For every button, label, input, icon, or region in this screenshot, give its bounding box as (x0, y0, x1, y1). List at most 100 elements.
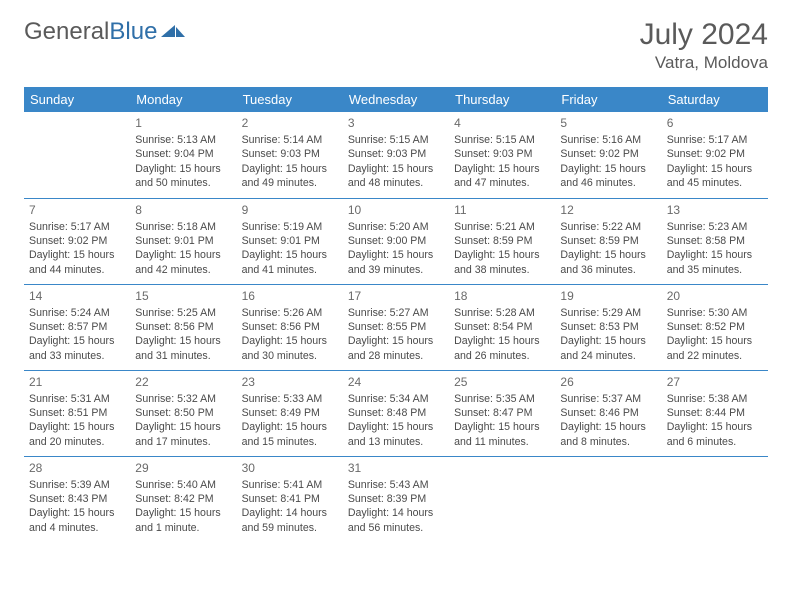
day-info: Sunrise: 5:15 AMSunset: 9:03 PMDaylight:… (348, 133, 444, 190)
weekday-header: Wednesday (343, 87, 449, 112)
day-number: 16 (242, 288, 338, 304)
day-number: 1 (135, 115, 231, 131)
calendar-cell: 26 Sunrise: 5:37 AMSunset: 8:46 PMDayligh… (555, 370, 661, 456)
title-block: July 2024 Vatra, Moldova (640, 18, 768, 73)
day-info: Sunrise: 5:14 AMSunset: 9:03 PMDaylight:… (242, 133, 338, 190)
calendar-cell (24, 112, 130, 198)
calendar-cell: 3 Sunrise: 5:15 AMSunset: 9:03 PMDaylight… (343, 112, 449, 198)
day-number: 13 (667, 202, 763, 218)
day-info: Sunrise: 5:37 AMSunset: 8:46 PMDaylight:… (560, 392, 656, 449)
day-info: Sunrise: 5:23 AMSunset: 8:58 PMDaylight:… (667, 220, 763, 277)
day-info: Sunrise: 5:29 AMSunset: 8:53 PMDaylight:… (560, 306, 656, 363)
day-number: 9 (242, 202, 338, 218)
day-info: Sunrise: 5:43 AMSunset: 8:39 PMDaylight:… (348, 478, 444, 535)
day-info: Sunrise: 5:19 AMSunset: 9:01 PMDaylight:… (242, 220, 338, 277)
calendar-cell: 2 Sunrise: 5:14 AMSunset: 9:03 PMDaylight… (237, 112, 343, 198)
calendar-cell: 27Sunrise: 5:38 AMSunset: 8:44 PMDayligh… (662, 370, 768, 456)
day-info: Sunrise: 5:33 AMSunset: 8:49 PMDaylight:… (242, 392, 338, 449)
day-number: 26 (560, 374, 656, 390)
day-number: 21 (29, 374, 125, 390)
day-number: 30 (242, 460, 338, 476)
calendar-cell: 1 Sunrise: 5:13 AMSunset: 9:04 PMDaylight… (130, 112, 236, 198)
weekday-header-row: SundayMondayTuesdayWednesdayThursdayFrid… (24, 87, 768, 112)
day-number: 7 (29, 202, 125, 218)
day-number: 10 (348, 202, 444, 218)
day-info: Sunrise: 5:17 AMSunset: 9:02 PMDaylight:… (667, 133, 763, 190)
day-number: 23 (242, 374, 338, 390)
day-number: 2 (242, 115, 338, 131)
calendar-week-row: 14 Sunrise: 5:24 AMSunset: 8:57 PMDayligh… (24, 284, 768, 370)
day-info: Sunrise: 5:41 AMSunset: 8:41 PMDaylight:… (242, 478, 338, 535)
calendar-week-row: 28Sunrise: 5:39 AMSunset: 8:43 PMDayligh… (24, 456, 768, 542)
day-number: 5 (560, 115, 656, 131)
header: GeneralBlue July 2024 Vatra, Moldova (24, 18, 768, 73)
calendar-cell: 20Sunrise: 5:30 AMSunset: 8:52 PMDayligh… (662, 284, 768, 370)
day-info: Sunrise: 5:13 AMSunset: 9:04 PMDaylight:… (135, 133, 231, 190)
day-number: 27 (667, 374, 763, 390)
day-number: 18 (454, 288, 550, 304)
brand-logo-icon (161, 18, 187, 46)
calendar-cell: 4Sunrise: 5:15 AMSunset: 9:03 PMDaylight… (449, 112, 555, 198)
calendar-cell: 15 Sunrise: 5:25 AMSunset: 8:56 PMDayligh… (130, 284, 236, 370)
calendar-cell: 19 Sunrise: 5:29 AMSunset: 8:53 PMDayligh… (555, 284, 661, 370)
calendar-cell (662, 456, 768, 542)
weekday-header: Tuesday (237, 87, 343, 112)
brand-part2: Blue (109, 18, 157, 46)
month-title: July 2024 (640, 18, 768, 51)
calendar-cell: 29Sunrise: 5:40 AMSunset: 8:42 PMDayligh… (130, 456, 236, 542)
day-info: Sunrise: 5:25 AMSunset: 8:56 PMDaylight:… (135, 306, 231, 363)
day-info: Sunrise: 5:26 AMSunset: 8:56 PMDaylight:… (242, 306, 338, 363)
day-info: Sunrise: 5:17 AMSunset: 9:02 PMDaylight:… (29, 220, 125, 277)
weekday-header: Sunday (24, 87, 130, 112)
calendar-cell: 21 Sunrise: 5:31 AMSunset: 8:51 PMDayligh… (24, 370, 130, 456)
calendar-week-row: 21 Sunrise: 5:31 AMSunset: 8:51 PMDayligh… (24, 370, 768, 456)
day-number: 19 (560, 288, 656, 304)
day-number: 17 (348, 288, 444, 304)
calendar-cell: 31 Sunrise: 5:43 AMSunset: 8:39 PMDayligh… (343, 456, 449, 542)
calendar-cell: 12 Sunrise: 5:22 AMSunset: 8:59 PMDayligh… (555, 198, 661, 284)
day-number: 3 (348, 115, 444, 131)
day-number: 6 (667, 115, 763, 131)
calendar-cell (555, 456, 661, 542)
calendar-cell: 8Sunrise: 5:18 AMSunset: 9:01 PMDaylight… (130, 198, 236, 284)
day-number: 15 (135, 288, 231, 304)
day-info: Sunrise: 5:28 AMSunset: 8:54 PMDaylight:… (454, 306, 550, 363)
calendar-cell: 17 Sunrise: 5:27 AMSunset: 8:55 PMDayligh… (343, 284, 449, 370)
day-info: Sunrise: 5:32 AMSunset: 8:50 PMDaylight:… (135, 392, 231, 449)
calendar-cell: 25 Sunrise: 5:35 AMSunset: 8:47 PMDayligh… (449, 370, 555, 456)
day-info: Sunrise: 5:30 AMSunset: 8:52 PMDaylight:… (667, 306, 763, 363)
brand-logo: GeneralBlue (24, 18, 187, 46)
calendar-cell: 13 Sunrise: 5:23 AMSunset: 8:58 PMDayligh… (662, 198, 768, 284)
weekday-header: Friday (555, 87, 661, 112)
calendar-body: 1 Sunrise: 5:13 AMSunset: 9:04 PMDaylight… (24, 112, 768, 542)
calendar-cell: 18 Sunrise: 5:28 AMSunset: 8:54 PMDayligh… (449, 284, 555, 370)
calendar-cell: 16 Sunrise: 5:26 AMSunset: 8:56 PMDayligh… (237, 284, 343, 370)
calendar-cell: 10 Sunrise: 5:20 AMSunset: 9:00 PMDayligh… (343, 198, 449, 284)
calendar-cell: 22Sunrise: 5:32 AMSunset: 8:50 PMDayligh… (130, 370, 236, 456)
day-number: 8 (135, 202, 231, 218)
calendar-cell: 9 Sunrise: 5:19 AMSunset: 9:01 PMDaylight… (237, 198, 343, 284)
calendar-cell: 11 Sunrise: 5:21 AMSunset: 8:59 PMDayligh… (449, 198, 555, 284)
day-number: 28 (29, 460, 125, 476)
day-info: Sunrise: 5:27 AMSunset: 8:55 PMDaylight:… (348, 306, 444, 363)
day-number: 12 (560, 202, 656, 218)
calendar-cell: 7 Sunrise: 5:17 AMSunset: 9:02 PMDaylight… (24, 198, 130, 284)
calendar-cell: 6 Sunrise: 5:17 AMSunset: 9:02 PMDaylight… (662, 112, 768, 198)
day-info: Sunrise: 5:21 AMSunset: 8:59 PMDaylight:… (454, 220, 550, 277)
day-info: Sunrise: 5:35 AMSunset: 8:47 PMDaylight:… (454, 392, 550, 449)
calendar-cell: 14 Sunrise: 5:24 AMSunset: 8:57 PMDayligh… (24, 284, 130, 370)
day-number: 14 (29, 288, 125, 304)
calendar-cell: 24Sunrise: 5:34 AMSunset: 8:48 PMDayligh… (343, 370, 449, 456)
weekday-header: Thursday (449, 87, 555, 112)
day-info: Sunrise: 5:24 AMSunset: 8:57 PMDaylight:… (29, 306, 125, 363)
day-number: 25 (454, 374, 550, 390)
day-info: Sunrise: 5:20 AMSunset: 9:00 PMDaylight:… (348, 220, 444, 277)
day-number: 11 (454, 202, 550, 218)
weekday-header: Saturday (662, 87, 768, 112)
day-info: Sunrise: 5:22 AMSunset: 8:59 PMDaylight:… (560, 220, 656, 277)
day-info: Sunrise: 5:31 AMSunset: 8:51 PMDaylight:… (29, 392, 125, 449)
day-number: 31 (348, 460, 444, 476)
weekday-header: Monday (130, 87, 236, 112)
calendar-week-row: 7 Sunrise: 5:17 AMSunset: 9:02 PMDaylight… (24, 198, 768, 284)
calendar-table: SundayMondayTuesdayWednesdayThursdayFrid… (24, 87, 768, 542)
